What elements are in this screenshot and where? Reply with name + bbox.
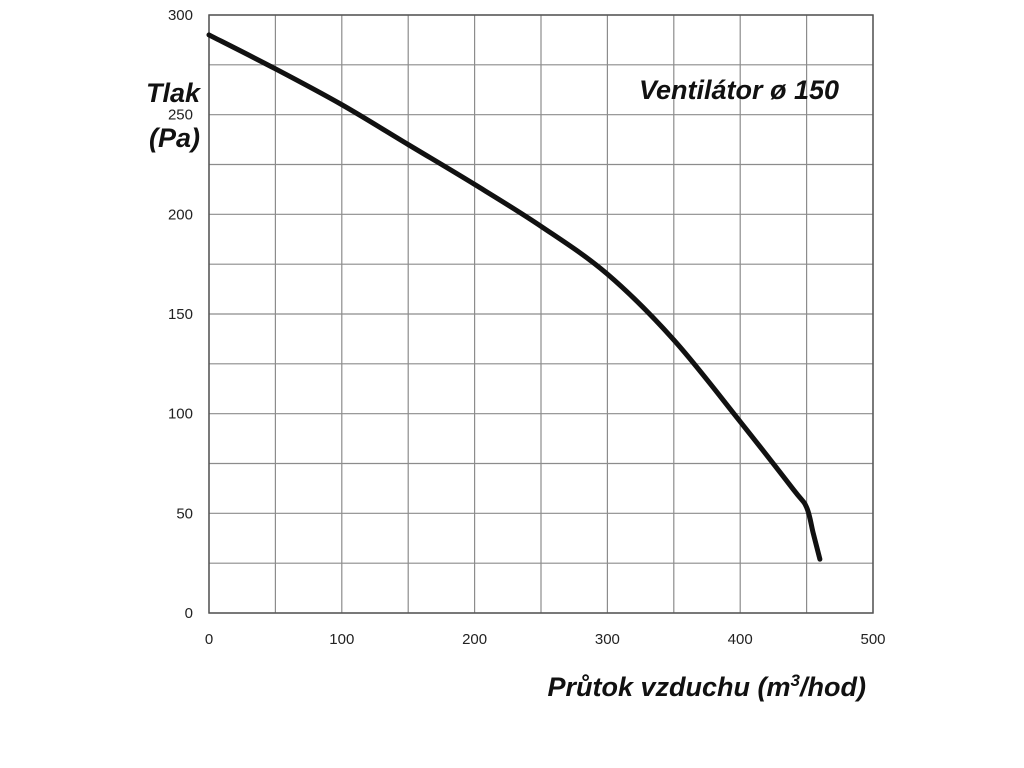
grid <box>208 14 874 614</box>
x-axis-label-superscript: 3 <box>791 671 801 690</box>
x-tick-label: 500 <box>860 631 885 648</box>
fan-pressure-curve <box>206 32 823 562</box>
y-tick-label: 200 <box>168 206 193 223</box>
x-tick-label: 400 <box>728 631 753 648</box>
plot-border <box>208 14 874 614</box>
x-tick-labels: 0 100 200 300 400 500 <box>205 631 886 648</box>
y-tick-label: 50 <box>176 505 193 522</box>
x-tick-label: 200 <box>462 631 487 648</box>
x-tick-label: 0 <box>205 631 213 648</box>
y-tick-label: 0 <box>185 605 193 622</box>
y-tick-label: 250 <box>168 107 193 124</box>
y-tick-label: 300 <box>168 7 193 24</box>
x-tick-label: 100 <box>329 631 354 648</box>
x-tick-label: 300 <box>595 631 620 648</box>
y-axis-label-line1: Tlak <box>146 78 202 108</box>
y-axis-label-line2: (Pa) <box>149 123 200 153</box>
x-axis-label: Průtok vzduchu (m3/hod) <box>548 671 866 702</box>
y-tick-label: 100 <box>168 406 193 423</box>
y-tick-labels: 0 50 100 150 200 250 300 <box>168 7 193 622</box>
y-tick-label: 150 <box>168 306 193 323</box>
x-axis-label-end: /hod) <box>799 672 866 702</box>
chart-title: Ventilátor ø 150 <box>639 75 839 105</box>
x-axis-label-main: Průtok vzduchu (m <box>548 672 791 702</box>
